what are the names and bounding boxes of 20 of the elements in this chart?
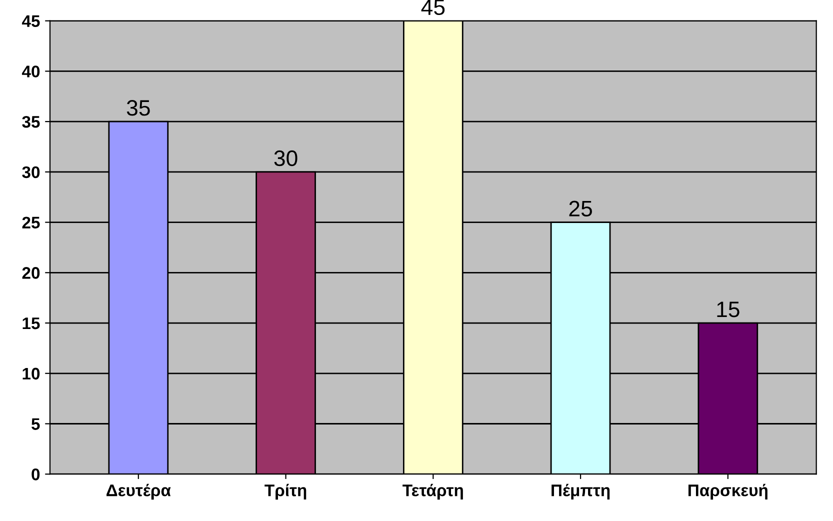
x-tick-label: Τρίτη [264, 484, 306, 500]
y-tick-label: 10 [22, 368, 40, 380]
data-label: 35 [126, 100, 150, 116]
x-tick-label: Δευτέρα [106, 484, 171, 500]
x-tick-label: Πέμπτη [552, 484, 610, 500]
x-tick-label: Παρσκευή [688, 484, 768, 500]
y-tick-label: 0 [32, 468, 40, 480]
y-tick-label: 35 [22, 116, 40, 128]
data-label: 30 [274, 150, 298, 166]
y-tick-label: 30 [22, 166, 40, 178]
y-tick-label: 5 [32, 418, 40, 430]
y-tick-label: 40 [22, 66, 40, 78]
data-label: 25 [569, 200, 592, 217]
y-tick-label: 15 [22, 318, 40, 330]
y-tick-label: 25 [22, 216, 40, 228]
y-tick-label: 20 [22, 267, 40, 279]
x-tick-label: Τετάρτη [402, 484, 463, 500]
data-label: 15 [717, 302, 740, 318]
y-tick-label: 45 [22, 15, 40, 28]
data-label: 45 [421, 0, 445, 16]
